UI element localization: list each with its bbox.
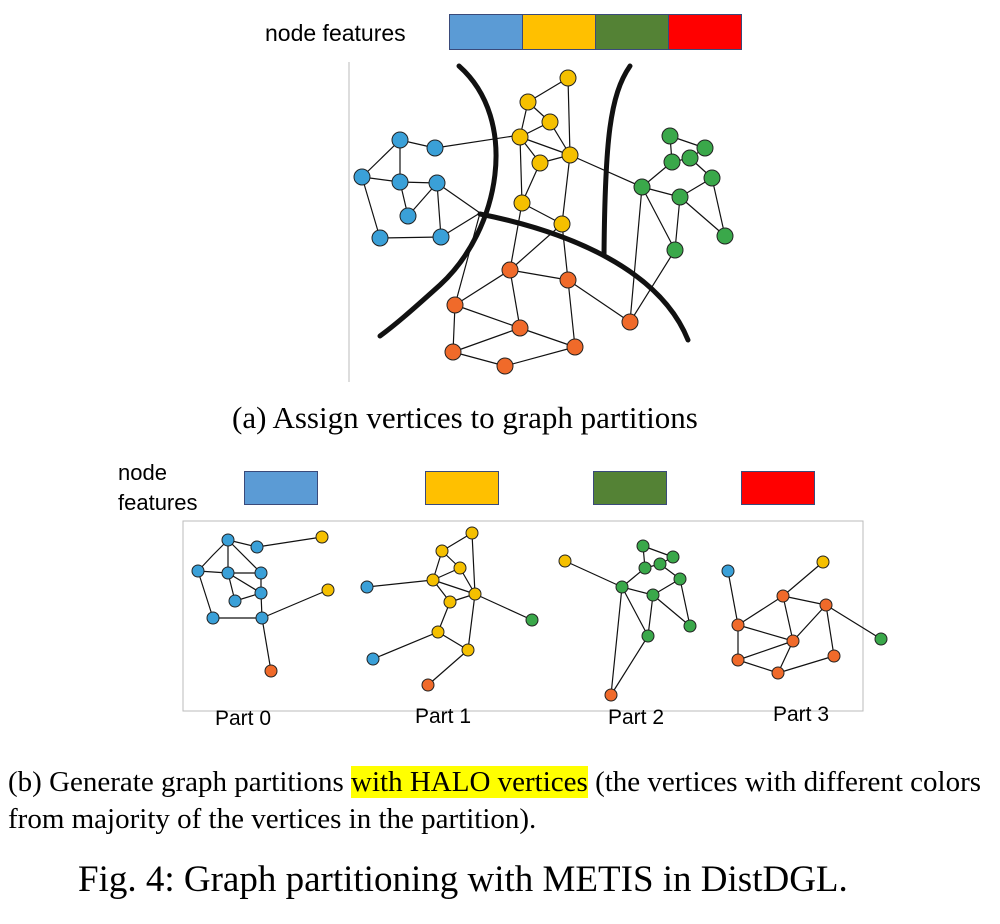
graph-a-edges [361, 77, 726, 367]
partition-graphs-b [182, 520, 888, 712]
legend-b-swatch-yellow [425, 471, 499, 505]
part0-graph [191, 530, 335, 678]
legend-swatch-blue [449, 14, 523, 50]
part2-graph [558, 539, 697, 702]
cut-line-left [377, 63, 499, 339]
legend-label-line2: features [118, 490, 198, 515]
partition-graph-a [348, 62, 734, 382]
panel-b-caption: (b) Generate graph partitions with HALO … [8, 764, 993, 838]
legend-b-swatch-green [593, 471, 667, 505]
legend-swatch-green [595, 14, 669, 50]
graph-a-nodes [353, 69, 734, 375]
legend-b-swatch-red [741, 471, 815, 505]
legend-b-swatch-blue [244, 471, 318, 505]
legend-swatch-yellow [522, 14, 596, 50]
part-label-3: Part 3 [773, 703, 830, 726]
part1-graph [360, 526, 539, 692]
cut-line-bottom [477, 211, 691, 343]
caption-b-start: (b) Generate graph partitions [8, 766, 352, 798]
legend-swatch-red [668, 14, 742, 50]
part3-graph [721, 555, 888, 680]
figure-caption: Fig. 4: Graph partitioning with METIS in… [78, 859, 848, 900]
part-label-1: Part 1 [415, 705, 472, 728]
caption-b-end: (the vertices with different colors from… [8, 766, 982, 835]
legend-label-line1: node [118, 460, 167, 485]
panel-a-legend-label: node features [265, 20, 406, 46]
panel-a-caption: (a) Assign vertices to graph partitions [232, 400, 698, 435]
caption-b-highlight: with HALO vertices [351, 766, 588, 798]
panel-b-legend-label: node features [118, 458, 198, 518]
part-label-0: Part 0 [215, 707, 272, 730]
part-label-2: Part 2 [608, 706, 665, 729]
cut-line-right [601, 63, 633, 258]
